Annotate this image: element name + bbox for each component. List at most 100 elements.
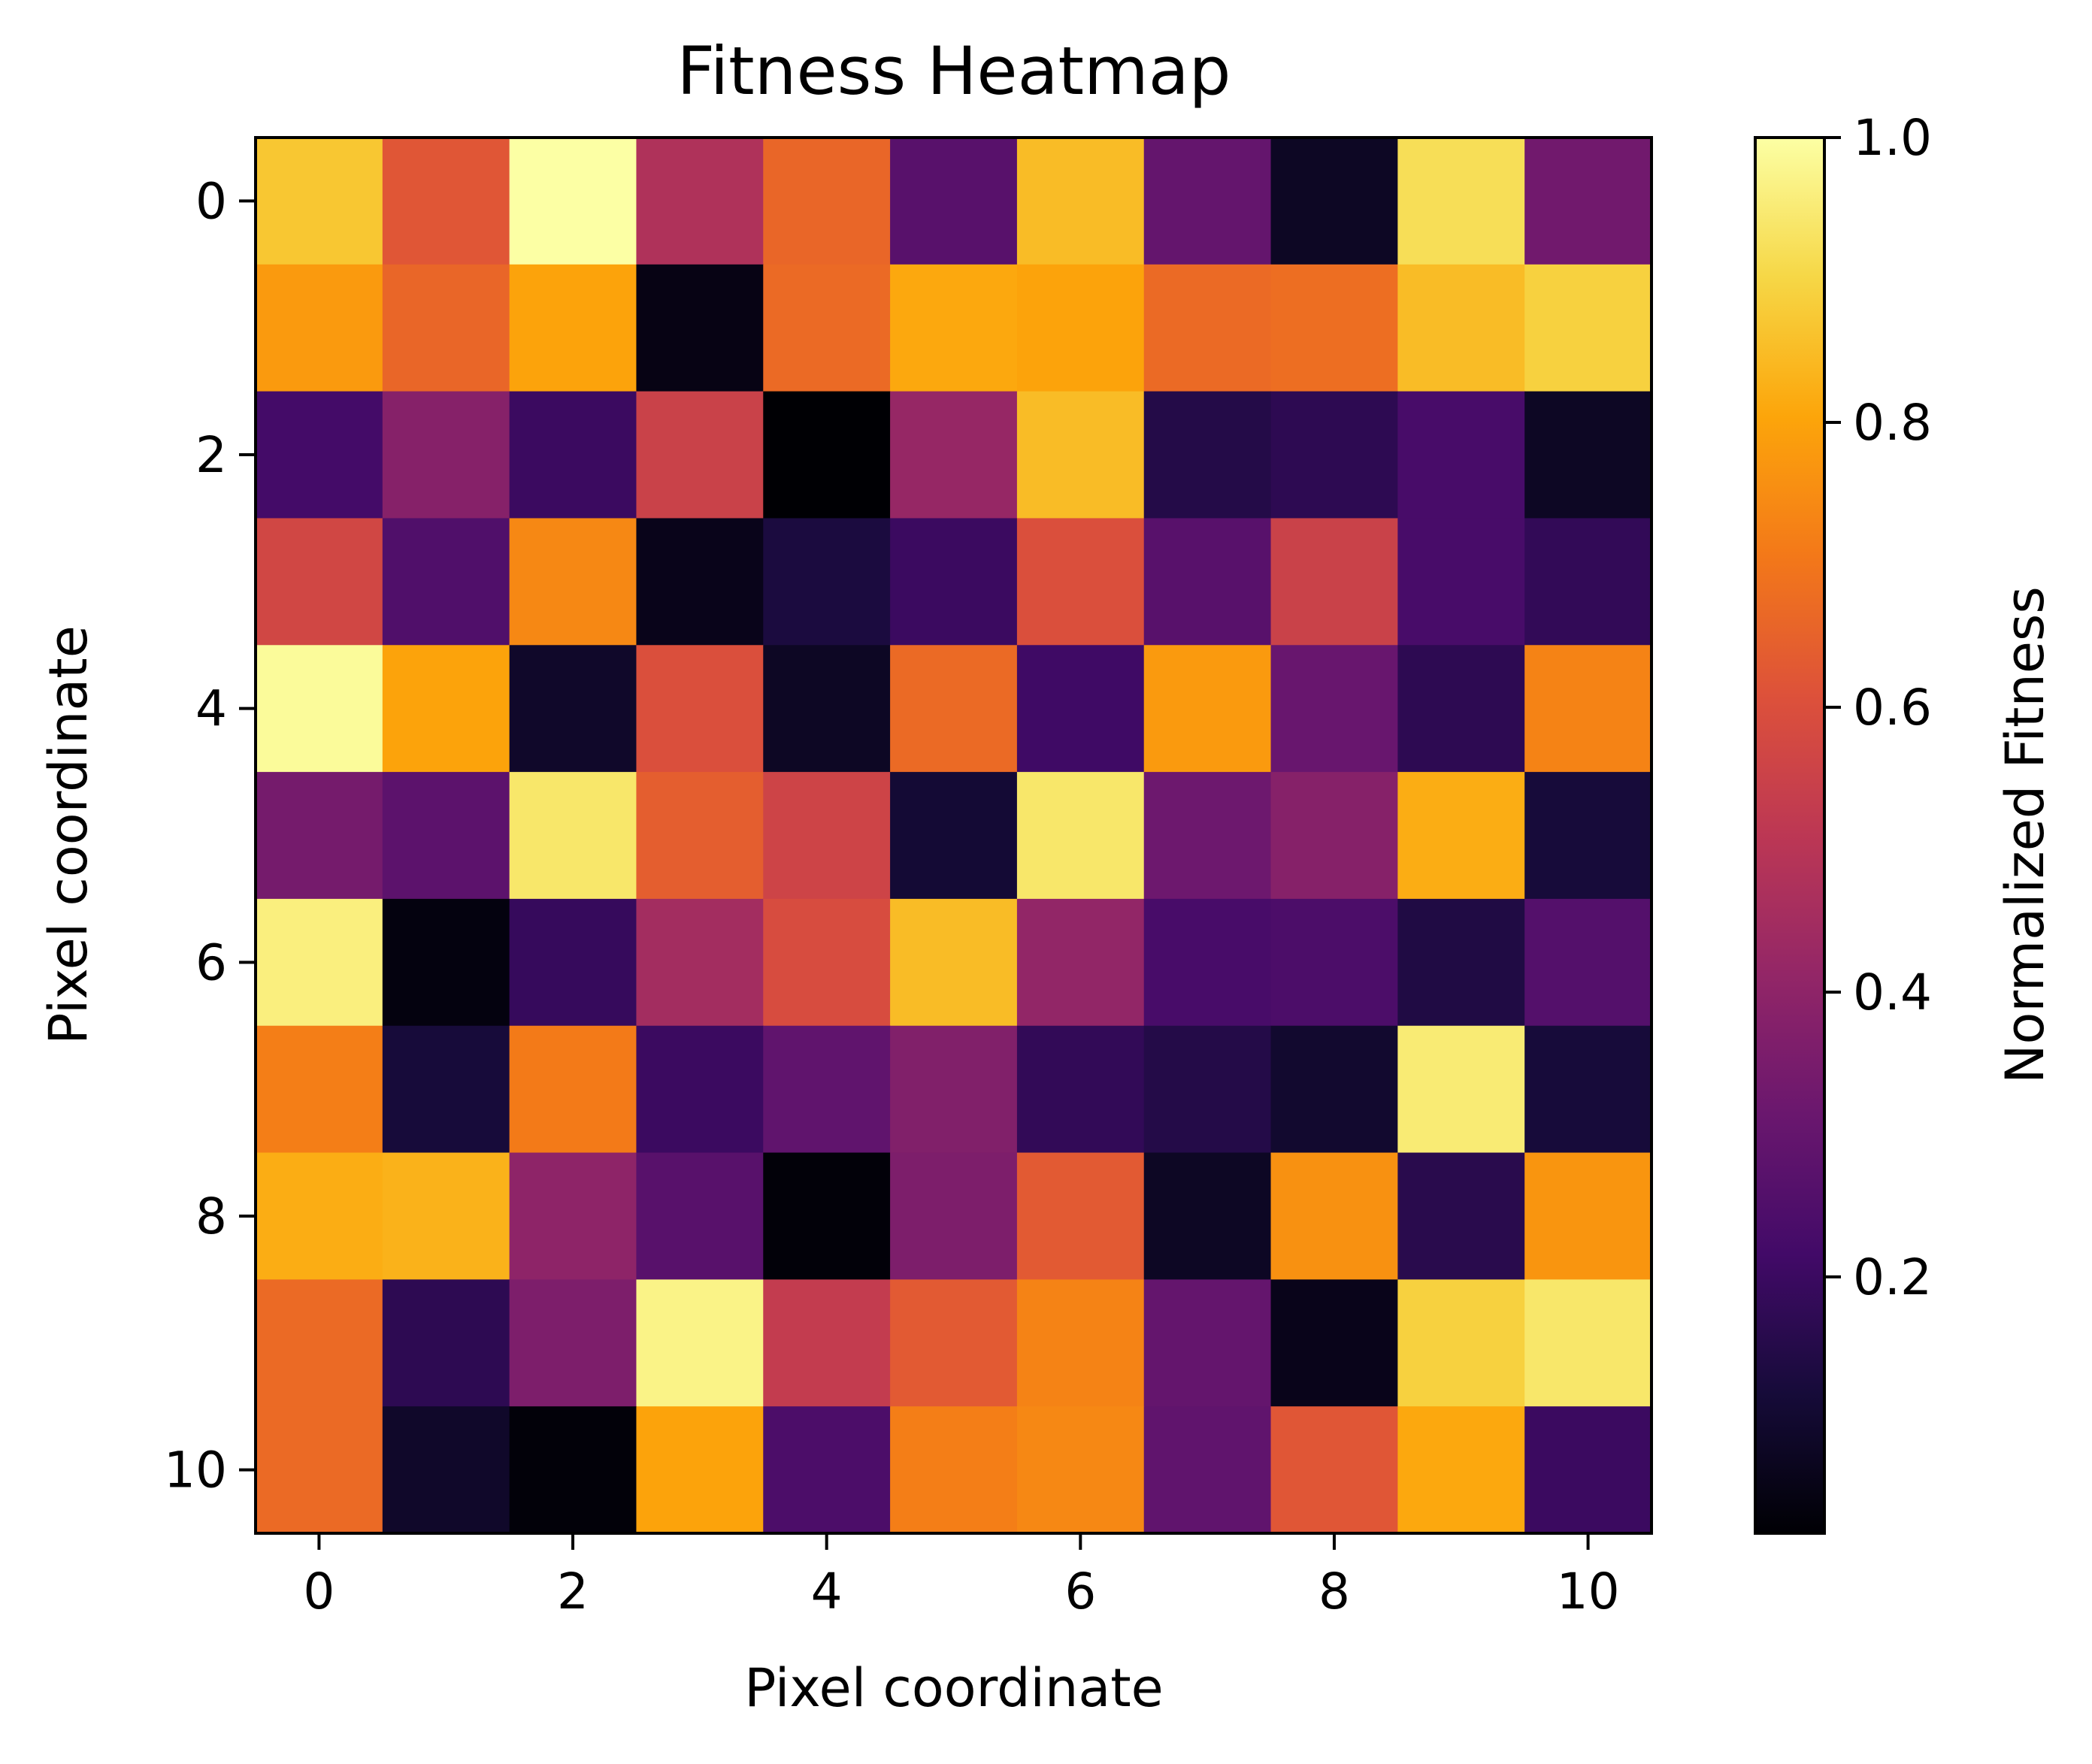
heatmap-cell-r10-c3 (636, 1406, 764, 1534)
heatmap-cell-r9-c8 (1270, 1279, 1398, 1407)
heatmap-cell-r5-c1 (382, 772, 510, 900)
heatmap-cell-r5-c5 (890, 772, 1018, 900)
heatmap-cell-r6-c6 (1016, 898, 1145, 1027)
heatmap-cell-r2-c0 (256, 391, 383, 519)
heatmap-cell-r1-c4 (763, 264, 891, 392)
heatmap-cell-r5-c6 (1016, 772, 1145, 900)
heatmap-cell-r9-c2 (509, 1279, 637, 1407)
heatmap-cell-r0-c0 (256, 138, 383, 265)
heatmap-cell-r6-c0 (256, 898, 383, 1027)
heatmap-cell-r2-c2 (509, 391, 637, 519)
heatmap-cell-r7-c7 (1143, 1025, 1272, 1154)
heatmap-cell-r2-c4 (763, 391, 891, 519)
y-axis: 0 2 4 6 8 10 (164, 172, 256, 1499)
heatmap-cell-r5-c4 (763, 772, 891, 900)
heatmap-cell-r4-c5 (890, 645, 1018, 773)
heatmap-cell-r8-c7 (1143, 1152, 1272, 1280)
colorbar-label: Normalized Fitness (1994, 586, 2056, 1084)
heatmap-cell-r5-c10 (1524, 772, 1652, 900)
heatmap-cell-r1-c8 (1270, 264, 1398, 392)
y-tick-label: 6 (195, 933, 227, 991)
heatmap-cell-r9-c5 (890, 1279, 1018, 1407)
heatmap-cell-r8-c3 (636, 1152, 764, 1280)
heatmap-cell-r9-c10 (1524, 1279, 1652, 1407)
heatmap-cell-r7-c6 (1016, 1025, 1145, 1154)
heatmap-cell-r6-c2 (509, 898, 637, 1027)
heatmap-cell-r0-c4 (763, 138, 891, 265)
heatmap-cell-r0-c10 (1524, 138, 1652, 265)
heatmap-cell-r3-c2 (509, 518, 637, 646)
heatmap-cell-r6-c9 (1397, 898, 1525, 1027)
y-tick-label: 0 (195, 172, 227, 230)
heatmap-cell-r2-c7 (1143, 391, 1272, 519)
heatmap-cell-r9-c1 (382, 1279, 510, 1407)
plot-frame (254, 136, 1653, 1535)
heatmap-cell-r8-c6 (1016, 1152, 1145, 1280)
heatmap-cell-r0-c5 (890, 138, 1018, 265)
heatmap-cell-r6-c8 (1270, 898, 1398, 1027)
y-tick-label: 8 (195, 1188, 227, 1245)
heatmap-cell-r0-c6 (1016, 138, 1145, 265)
heatmap-cell-r4-c6 (1016, 645, 1145, 773)
heatmap-cell-r4-c0 (256, 645, 383, 773)
heatmap-cell-r9-c0 (256, 1279, 383, 1407)
heatmap-cell-r3-c3 (636, 518, 764, 646)
heatmap-cell-r2-c6 (1016, 391, 1145, 519)
y-tick-label: 10 (164, 1442, 227, 1499)
heatmap-cell-r3-c0 (256, 518, 383, 646)
heatmap-cell-r6-c7 (1143, 898, 1272, 1027)
x-axis-label: Pixel coordinate (744, 1657, 1164, 1719)
heatmap-cell-r6-c1 (382, 898, 510, 1027)
heatmap-cell-r6-c5 (890, 898, 1018, 1027)
heatmap-cell-r8-c2 (509, 1152, 637, 1280)
heatmap-cells (256, 138, 1652, 1534)
colorbar-tick-label: 0.8 (1853, 394, 1932, 452)
heatmap-cell-r3-c1 (382, 518, 510, 646)
heatmap-cell-r6-c3 (636, 898, 764, 1027)
heatmap-cell-r4-c3 (636, 645, 764, 773)
heatmap-cell-r3-c9 (1397, 518, 1525, 646)
heatmap-cell-r4-c8 (1270, 645, 1398, 773)
heatmap-cell-r1-c7 (1143, 264, 1272, 392)
heatmap-cell-r8-c1 (382, 1152, 510, 1280)
heatmap-cell-r10-c5 (890, 1406, 1018, 1534)
heatmap-cell-r4-c9 (1397, 645, 1525, 773)
heatmap-cell-r8-c8 (1270, 1152, 1398, 1280)
heatmap-cell-r2-c3 (636, 391, 764, 519)
heatmap-cell-r1-c3 (636, 264, 764, 392)
heatmap-cell-r1-c6 (1016, 264, 1145, 392)
heatmap-cell-r10-c4 (763, 1406, 891, 1534)
heatmap-cell-r10-c7 (1143, 1406, 1272, 1534)
heatmap-cell-r8-c5 (890, 1152, 1018, 1280)
heatmap-cell-r6-c4 (763, 898, 891, 1027)
heatmap-cell-r3-c5 (890, 518, 1018, 646)
heatmap-cell-r7-c1 (382, 1025, 510, 1154)
heatmap-cell-r7-c0 (256, 1025, 383, 1154)
heatmap-cell-r5-c8 (1270, 772, 1398, 900)
heatmap-cell-r10-c1 (382, 1406, 510, 1534)
heatmap-cell-r1-c5 (890, 264, 1018, 392)
heatmap-cell-r1-c2 (509, 264, 637, 392)
heatmap-cell-r0-c1 (382, 138, 510, 265)
heatmap-cell-r0-c2 (509, 138, 637, 265)
heatmap-cell-r10-c8 (1270, 1406, 1398, 1534)
heatmap-cell-r8-c4 (763, 1152, 891, 1280)
heatmap-cell-r1-c0 (256, 264, 383, 392)
heatmap-cell-r4-c4 (763, 645, 891, 773)
heatmap-cell-r3-c10 (1524, 518, 1652, 646)
x-axis: 0 2 4 6 8 10 (303, 1533, 1620, 1620)
heatmap-cell-r9-c3 (636, 1279, 764, 1407)
heatmap-cell-r0-c7 (1143, 138, 1272, 265)
heatmap-cell-r6-c10 (1524, 898, 1652, 1027)
heatmap-cell-r7-c5 (890, 1025, 1018, 1154)
heatmap-cell-r2-c1 (382, 391, 510, 519)
heatmap-cell-r5-c9 (1397, 772, 1525, 900)
heatmap-cell-r3-c8 (1270, 518, 1398, 646)
heatmap-cell-r3-c4 (763, 518, 891, 646)
heatmap-cell-r7-c3 (636, 1025, 764, 1154)
heatmap-cell-r10-c9 (1397, 1406, 1525, 1534)
chart-title: Fitness Heatmap (677, 32, 1231, 110)
y-axis-label: Pixel coordinate (38, 625, 99, 1045)
heatmap-cell-r2-c10 (1524, 391, 1652, 519)
